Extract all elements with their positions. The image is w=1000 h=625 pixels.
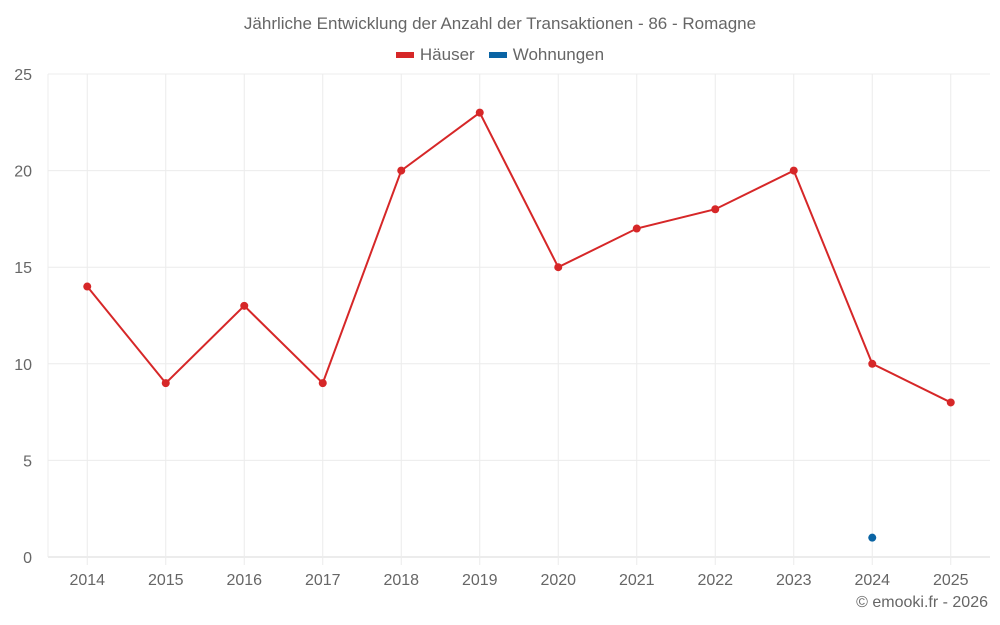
data-point[interactable] xyxy=(711,205,720,214)
data-point[interactable] xyxy=(554,263,563,272)
x-tick-label: 2014 xyxy=(69,572,105,589)
legend-label-wohnungen: Wohnungen xyxy=(512,45,605,64)
x-tick-label: 2019 xyxy=(462,572,498,589)
x-tick-label: 2021 xyxy=(619,572,655,589)
x-tick-label: 2015 xyxy=(148,572,184,589)
y-tick-label: 0 xyxy=(23,550,32,567)
x-tick-label: 2023 xyxy=(776,572,812,589)
legend-item-haeuser[interactable]: Häuser xyxy=(395,45,475,65)
x-tick-label: 2020 xyxy=(540,572,576,589)
y-tick-label: 25 xyxy=(14,67,32,84)
data-point[interactable] xyxy=(632,224,641,233)
x-tick-label: 2022 xyxy=(697,572,733,589)
legend-swatch-wohnungen xyxy=(488,52,507,58)
legend-item-wohnungen[interactable]: Wohnungen xyxy=(488,45,605,65)
x-tick-label: 2024 xyxy=(854,572,890,589)
x-tick-label: 2025 xyxy=(933,572,969,589)
data-point[interactable] xyxy=(946,398,955,407)
data-point[interactable] xyxy=(397,166,406,175)
data-point[interactable] xyxy=(475,108,484,117)
legend-label-haeuser: Häuser xyxy=(419,45,475,64)
y-tick-label: 20 xyxy=(14,164,32,181)
x-tick-label: 2017 xyxy=(305,572,341,589)
data-point[interactable] xyxy=(868,533,877,542)
x-tick-label: 2016 xyxy=(226,572,262,589)
y-tick-label: 15 xyxy=(14,260,32,277)
copyright-credit: © emooki.fr - 2026 xyxy=(856,594,988,611)
data-point[interactable] xyxy=(161,379,170,388)
data-point[interactable] xyxy=(240,301,249,310)
data-point[interactable] xyxy=(83,282,92,291)
y-tick-label: 10 xyxy=(14,357,32,374)
chart-title: Jährliche Entwicklung der Anzahl der Tra… xyxy=(243,14,757,33)
y-tick-label: 5 xyxy=(23,453,32,470)
data-point[interactable] xyxy=(318,379,327,388)
data-series xyxy=(83,108,955,542)
series-line xyxy=(86,111,952,404)
grid-lines xyxy=(47,73,990,565)
legend: Häuser Wohnungen xyxy=(0,45,1000,65)
data-point[interactable] xyxy=(789,166,798,175)
x-tick-label: 2018 xyxy=(383,572,419,589)
legend-swatch-haeuser xyxy=(395,52,414,58)
data-point[interactable] xyxy=(868,359,877,368)
